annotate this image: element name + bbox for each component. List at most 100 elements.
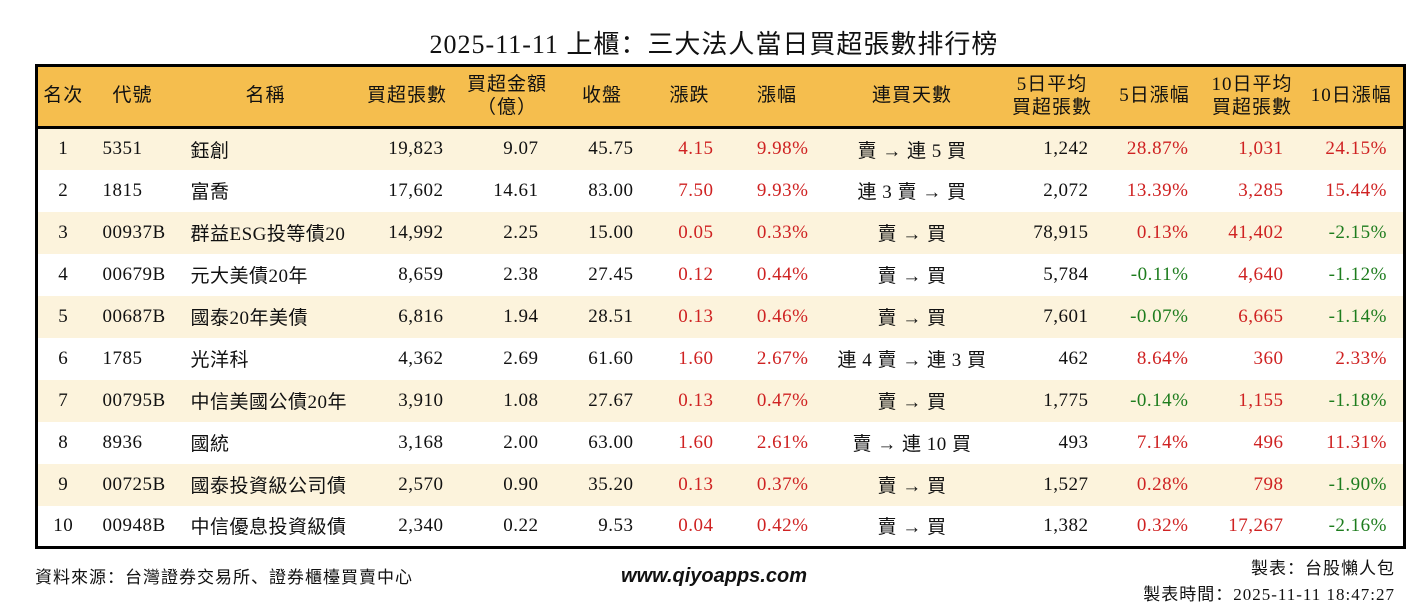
cell: 1,155 bbox=[1238, 389, 1284, 411]
cell: -0.11% bbox=[1130, 263, 1189, 285]
cell: 0.32% bbox=[1136, 514, 1189, 536]
cell: 8936 bbox=[102, 431, 143, 453]
cell: 14,992 bbox=[388, 221, 444, 243]
cell: -0.07% bbox=[1130, 305, 1189, 327]
cell: 13.39% bbox=[1126, 179, 1189, 201]
cell: 10 bbox=[53, 514, 74, 536]
cell: 8.64% bbox=[1136, 347, 1189, 369]
cell: 國統 bbox=[190, 434, 230, 455]
cell: 00795B bbox=[102, 389, 166, 411]
cell: 0.46% bbox=[756, 305, 809, 327]
cell: 24.15% bbox=[1325, 138, 1387, 160]
cell: -1.18% bbox=[1328, 389, 1387, 411]
cell: 1,775 bbox=[1043, 389, 1089, 411]
cell: 1,242 bbox=[1043, 138, 1089, 160]
maker-timestamp: 製表時間：2025-11-11 18:47:27 bbox=[1143, 584, 1395, 604]
table-header: 名次 代號 名稱 買超張數 買超金額 （億） 收盤 漲跌 漲幅 連買天數 5日平均 買超張數 5日漲… bbox=[36, 65, 1405, 129]
cell: 0.13% bbox=[1136, 221, 1189, 243]
cell: 17,602 bbox=[388, 179, 444, 201]
column-header: 5日平均 買超張數 bbox=[999, 65, 1105, 129]
cell: 1.08 bbox=[503, 389, 539, 411]
cell: 11.31% bbox=[1326, 431, 1387, 453]
column-header: 漲跌 bbox=[649, 65, 730, 129]
cell: 賣 → 買 bbox=[877, 517, 947, 539]
cell: 9.98% bbox=[756, 138, 809, 160]
cell: 14.61 bbox=[493, 179, 539, 201]
cell: 6 bbox=[58, 347, 69, 369]
column-header: 10日漲幅 bbox=[1299, 65, 1405, 129]
cell: 0.13 bbox=[678, 305, 714, 327]
cell: 2.00 bbox=[503, 431, 539, 453]
ranking-table: 名次 代號 名稱 買超張數 買超金額 （億） 收盤 漲跌 漲幅 連買天數 5日平均 買超張數 5日漲… bbox=[35, 64, 1406, 549]
cell: 2.38 bbox=[503, 263, 539, 285]
table-row: 5 00687B 國泰20年美債 6,816 1.94 28.51 0.13 0.46% 賣 →… bbox=[36, 295, 1405, 338]
cell: 0.42% bbox=[756, 514, 809, 536]
column-header: 名次 bbox=[36, 65, 89, 129]
table-row: 7 00795B 中信美國公債20年 3,910 1.08 27.67 0.13 0.47% 賣… bbox=[36, 379, 1405, 422]
cell: 7.50 bbox=[678, 179, 714, 201]
cell: 0.90 bbox=[503, 473, 539, 495]
cell: 5 bbox=[58, 305, 69, 327]
cell: 1 bbox=[58, 138, 69, 160]
data-source-note: 資料來源：台灣證券交易所、證券櫃檯買賣中心 bbox=[35, 568, 413, 587]
cell: 0.47% bbox=[756, 389, 809, 411]
cell: 1.94 bbox=[503, 305, 539, 327]
table-body: 1 5351 鈺創 19,823 9.07 45.75 4.15 9.98% 賣 → 連 5 買… bbox=[36, 127, 1405, 548]
cell: -1.90% bbox=[1328, 473, 1387, 495]
cell: 17,267 bbox=[1228, 514, 1284, 536]
cell: -2.15% bbox=[1328, 221, 1387, 243]
cell: 3,285 bbox=[1238, 179, 1284, 201]
cell: 1815 bbox=[102, 179, 143, 201]
cell: 0.13 bbox=[678, 389, 714, 411]
cell: 9.93% bbox=[756, 179, 809, 201]
cell: 1785 bbox=[102, 347, 143, 369]
cell: 15.00 bbox=[588, 221, 634, 243]
cell: 00948B bbox=[102, 514, 166, 536]
column-header: 買超張數 bbox=[354, 65, 460, 129]
cell: 鈺創 bbox=[190, 140, 230, 162]
cell: 7 bbox=[58, 389, 69, 411]
cell: -1.14% bbox=[1328, 305, 1387, 327]
cell: 1.60 bbox=[678, 431, 714, 453]
cell: 9.53 bbox=[598, 514, 634, 536]
cell: 連 3 賣 → 買 bbox=[857, 182, 967, 203]
cell: -0.14% bbox=[1130, 389, 1189, 411]
cell: 7,601 bbox=[1043, 305, 1089, 327]
maker-note: 製表：台股懶人包 製表時間：2025-11-11 18:47:27 bbox=[1143, 556, 1395, 607]
cell: 3,168 bbox=[398, 431, 444, 453]
cell: 賣 → 買 bbox=[877, 266, 947, 287]
cell: 2.61% bbox=[756, 431, 809, 453]
cell: 19,823 bbox=[388, 138, 444, 160]
cell: 8 bbox=[58, 431, 69, 453]
column-header: 代號 bbox=[88, 65, 177, 129]
cell: 5,784 bbox=[1043, 263, 1089, 285]
column-header: 收盤 bbox=[554, 65, 650, 129]
cell: 賣 → 連 5 買 bbox=[857, 140, 967, 162]
cell: 2 bbox=[58, 179, 69, 201]
cell: 富喬 bbox=[190, 182, 230, 203]
column-header: 5日漲幅 bbox=[1104, 65, 1205, 129]
cell: 5351 bbox=[102, 138, 143, 160]
cell: 00679B bbox=[102, 263, 166, 285]
cell: 4 bbox=[58, 263, 69, 285]
cell: 元大美債20年 bbox=[190, 266, 309, 287]
column-header: 漲幅 bbox=[729, 65, 825, 129]
cell: 4,362 bbox=[398, 347, 444, 369]
cell: 7.14% bbox=[1136, 431, 1189, 453]
cell: 493 bbox=[1058, 431, 1089, 453]
cell: 2.67% bbox=[756, 347, 809, 369]
cell: 1,382 bbox=[1043, 514, 1089, 536]
cell: 0.44% bbox=[756, 263, 809, 285]
table-row: 10 00948B 中信優息投資級債 2,340 0.22 9.53 0.04 0.42% 賣 … bbox=[36, 505, 1405, 548]
cell: 2,072 bbox=[1043, 179, 1089, 201]
cell: 83.00 bbox=[588, 179, 634, 201]
cell: 28.87% bbox=[1126, 138, 1189, 160]
cell: 連 4 賣 → 連 3 買 bbox=[837, 350, 987, 371]
cell: 賣 → 買 bbox=[877, 308, 947, 329]
cell: 2,570 bbox=[398, 473, 444, 495]
cell: 0.33% bbox=[756, 221, 809, 243]
table-row: 8 8936 國統 3,168 2.00 63.00 1.60 2.61% 賣 → 連 10 買… bbox=[36, 421, 1405, 464]
table-row: 6 1785 光洋科 4,362 2.69 61.60 1.60 2.67% 連 4 賣 → 連… bbox=[36, 337, 1405, 380]
cell: 1.60 bbox=[678, 347, 714, 369]
cell: 3,910 bbox=[398, 389, 444, 411]
